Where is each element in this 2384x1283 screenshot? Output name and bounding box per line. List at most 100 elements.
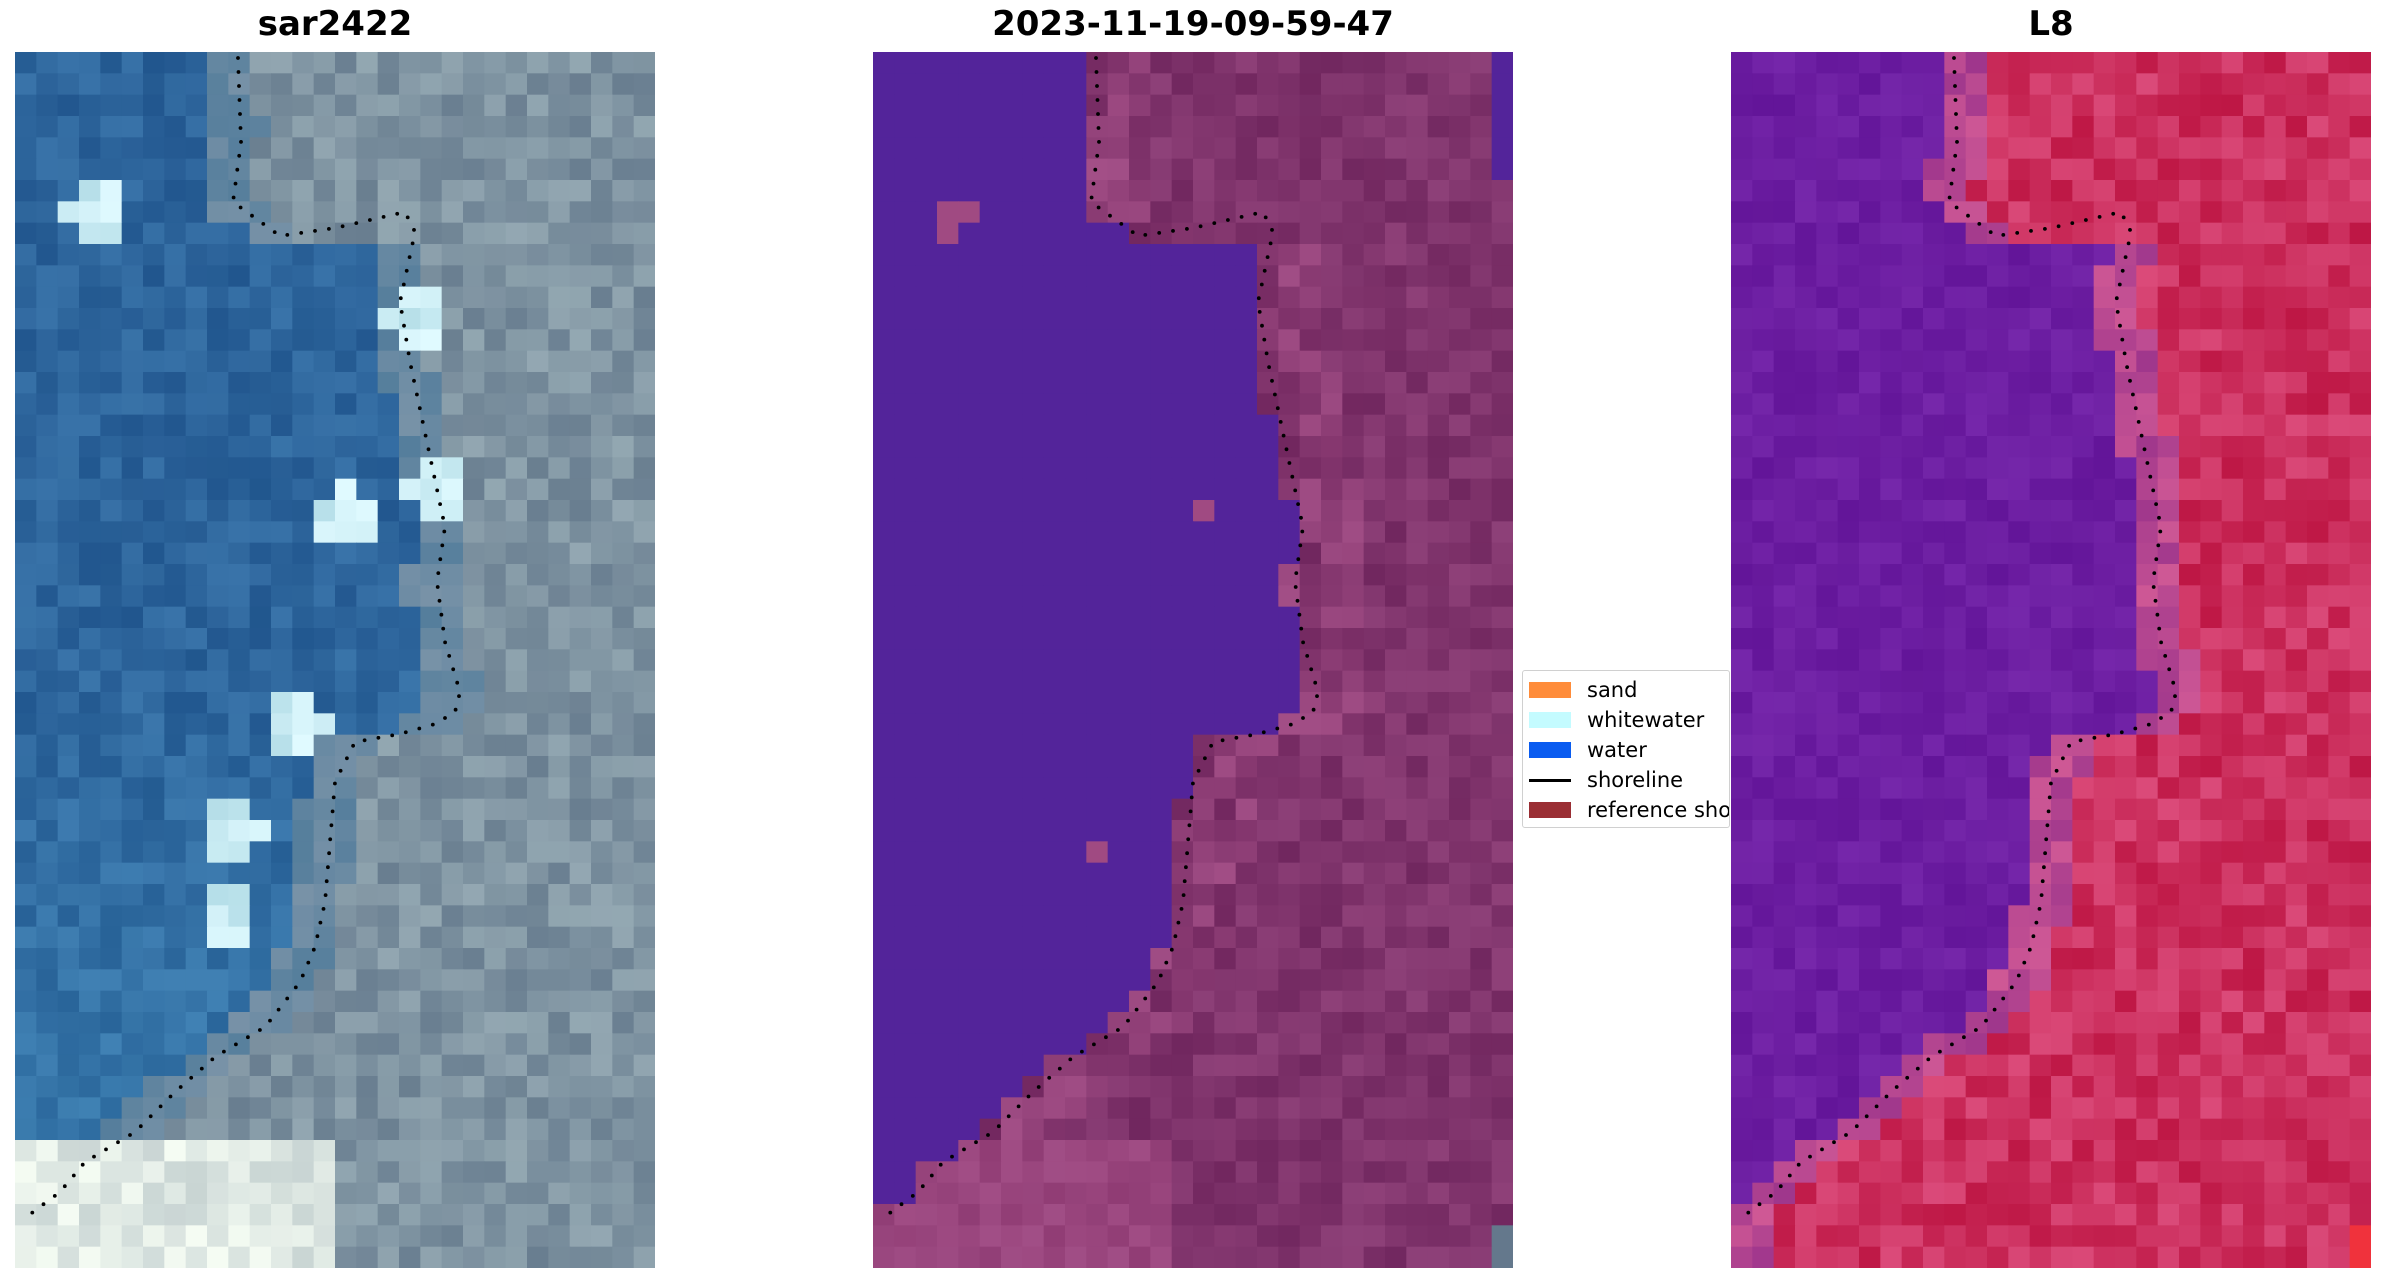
l8-pixel xyxy=(2285,201,2308,224)
l8-pixel xyxy=(2157,905,2180,928)
classified-pixel xyxy=(937,521,959,544)
rgb-pixel xyxy=(420,1118,443,1141)
classified-pixel xyxy=(1278,244,1301,266)
classified-pixel xyxy=(873,820,895,842)
l8-pixel xyxy=(2115,350,2137,373)
l8-pixel xyxy=(1987,862,2009,885)
classified-pixel xyxy=(1001,1097,1023,1120)
rgb-pixel xyxy=(79,777,101,800)
rgb-pixel xyxy=(612,734,635,757)
l8-pixel xyxy=(1987,158,2009,181)
classified-pixel xyxy=(1342,521,1365,544)
classified-pixel xyxy=(1086,1140,1109,1162)
rgb-pixel xyxy=(591,308,613,330)
l8-pixel xyxy=(1987,542,2009,565)
classified-pixel xyxy=(1470,713,1493,736)
shoreline-point xyxy=(443,716,447,720)
rgb-pixel xyxy=(79,414,101,437)
classified-pixel xyxy=(1043,329,1066,352)
rgb-pixel xyxy=(356,308,379,330)
rgb-pixel xyxy=(79,478,101,501)
l8-pixel xyxy=(2093,948,2116,970)
classified-pixel xyxy=(1299,948,1322,970)
rgb-pixel xyxy=(569,329,592,352)
rgb-pixel xyxy=(79,1182,101,1205)
classified-pixel xyxy=(937,73,959,96)
rgb-pixel xyxy=(548,457,571,480)
rgb-pixel xyxy=(313,990,336,1013)
rgb-pixel xyxy=(15,862,37,885)
classified-pixel xyxy=(1129,201,1151,224)
rgb-pixel xyxy=(569,841,592,864)
l8-pixel xyxy=(2328,756,2351,778)
rgb-pixel xyxy=(356,1161,379,1184)
l8-pixel xyxy=(1731,884,1753,906)
classified-pixel xyxy=(1278,670,1301,693)
classified-pixel xyxy=(1214,969,1237,992)
l8-pixel xyxy=(1816,884,1839,906)
rgb-pixel xyxy=(249,948,272,970)
rgb-pixel xyxy=(100,713,123,736)
rgb-pixel xyxy=(569,436,592,458)
classified-pixel xyxy=(1470,1204,1493,1226)
classified-pixel xyxy=(1385,628,1407,650)
rgb-pixel xyxy=(100,862,123,885)
l8-pixel xyxy=(2285,222,2308,245)
l8-pixel xyxy=(2115,116,2137,138)
classified-pixel xyxy=(1427,884,1450,906)
rgb-pixel xyxy=(633,1161,655,1184)
classified-pixel xyxy=(1363,393,1386,416)
rgb-pixel xyxy=(484,1012,507,1034)
rgb-pixel xyxy=(612,350,635,373)
l8-pixel xyxy=(1987,222,2009,245)
classified-pixel xyxy=(958,777,981,800)
rgb-pixel xyxy=(164,180,187,202)
l8-pixel xyxy=(1944,500,1967,522)
classified-pixel xyxy=(1150,734,1173,757)
shoreline-point xyxy=(1278,420,1283,424)
l8-pixel xyxy=(1901,841,1924,864)
rgb-pixel xyxy=(271,457,293,480)
l8-pixel xyxy=(2051,201,2073,224)
l8-pixel xyxy=(2221,969,2244,992)
rgb-pixel xyxy=(15,457,37,480)
rgb-pixel xyxy=(377,1012,400,1034)
l8-pixel xyxy=(2115,478,2137,501)
l8-pixel xyxy=(2136,862,2159,885)
l8-pixel xyxy=(2307,905,2329,928)
rgb-pixel xyxy=(441,1012,464,1034)
classified-pixel xyxy=(937,1140,959,1162)
l8-pixel xyxy=(2200,713,2223,736)
rgb-pixel xyxy=(143,926,165,949)
shoreline-point xyxy=(1080,1049,1084,1054)
classified-pixel xyxy=(1363,1118,1386,1141)
rgb-pixel xyxy=(57,585,80,608)
classified-pixel xyxy=(1150,798,1173,821)
rgb-pixel xyxy=(399,884,421,906)
l8-pixel xyxy=(2307,265,2329,288)
rgb-pixel xyxy=(633,350,655,373)
classified-pixel xyxy=(1171,756,1194,778)
rgb-pixel xyxy=(441,862,464,885)
classified-pixel xyxy=(894,628,917,650)
classified-pixel xyxy=(979,265,1002,288)
l8-pixel xyxy=(2157,585,2180,608)
l8-pixel xyxy=(2157,52,2180,74)
shoreline-point xyxy=(80,1162,85,1167)
rgb-pixel xyxy=(335,1118,357,1141)
rgb-pixel xyxy=(548,734,571,757)
classified-pixel xyxy=(1385,585,1407,608)
classified-pixel xyxy=(915,1182,938,1205)
rgb-pixel xyxy=(377,436,400,458)
classified-pixel xyxy=(1043,862,1066,885)
rgb-pixel xyxy=(164,1054,187,1077)
l8-pixel xyxy=(2328,158,2351,181)
rgb-pixel xyxy=(228,905,251,928)
classified-pixel xyxy=(958,1140,981,1162)
classified-pixel xyxy=(1342,116,1365,138)
rgb-pixel xyxy=(100,1140,123,1162)
classified-pixel xyxy=(1278,1204,1301,1226)
shoreline-point xyxy=(432,474,437,479)
rgb-pixel xyxy=(356,393,379,416)
l8-pixel xyxy=(2328,564,2351,586)
